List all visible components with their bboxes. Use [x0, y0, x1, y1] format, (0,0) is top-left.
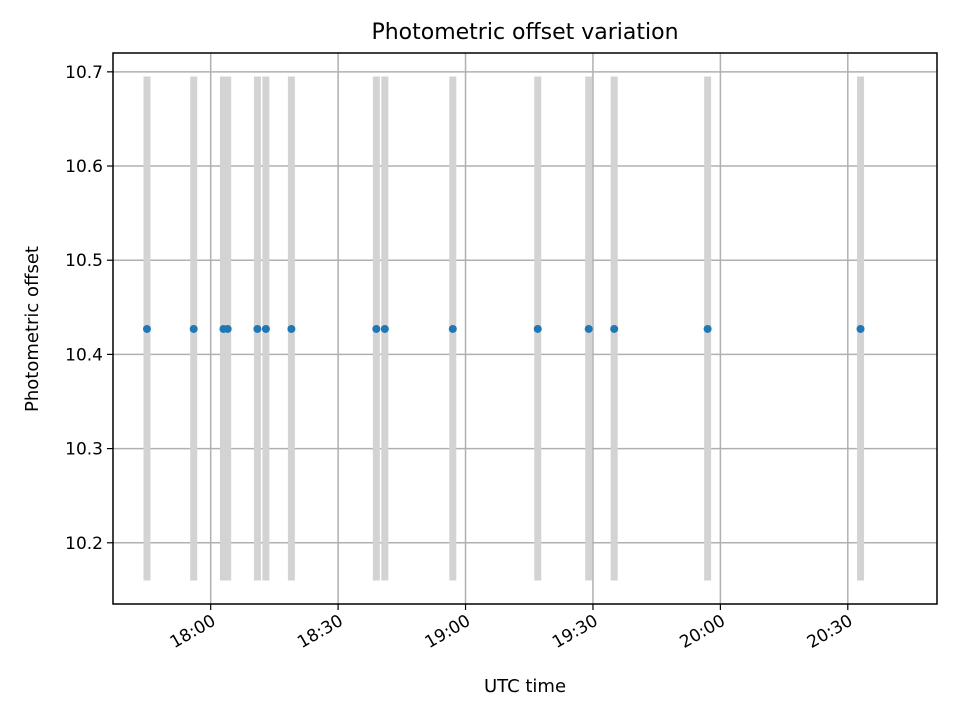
data-point — [703, 324, 712, 333]
data-points — [142, 324, 865, 333]
y-axis-label: Photometric offset — [22, 246, 43, 412]
data-point — [380, 324, 389, 333]
y-tick-label: 10.7 — [65, 63, 103, 83]
y-tick-label: 10.3 — [65, 440, 103, 460]
y-tick-label: 10.2 — [65, 534, 103, 554]
x-tick-label: 18:00 — [167, 611, 219, 653]
data-point — [261, 324, 270, 333]
y-tick-label: 10.4 — [65, 345, 103, 365]
data-point — [253, 324, 262, 333]
x-tick-label: 20:00 — [676, 611, 728, 653]
data-point — [142, 324, 151, 333]
data-point — [223, 324, 232, 333]
x-tick-label: 18:30 — [294, 611, 346, 653]
grid — [113, 53, 937, 604]
plot-frame — [112, 52, 938, 605]
x-tick-label: 19:00 — [422, 611, 474, 653]
data-point — [287, 324, 296, 333]
x-tick-label: 20:30 — [804, 611, 856, 653]
data-point — [448, 324, 457, 333]
data-point — [372, 324, 381, 333]
x-axis-label: UTC time — [484, 676, 566, 697]
data-point — [856, 324, 865, 333]
y-tick-label: 10.6 — [65, 157, 103, 177]
chart-title: Photometric offset variation — [371, 20, 678, 45]
x-tick-label: 19:30 — [549, 611, 601, 653]
axis-ticks: 18:00 18:30 19:00 19:30 20:00 20:30 10.2 10.3 10… — [65, 63, 856, 653]
data-point — [584, 324, 593, 333]
y-tick-label: 10.5 — [65, 251, 103, 271]
data-point — [189, 324, 198, 333]
data-point — [610, 324, 619, 333]
data-point — [533, 324, 542, 333]
